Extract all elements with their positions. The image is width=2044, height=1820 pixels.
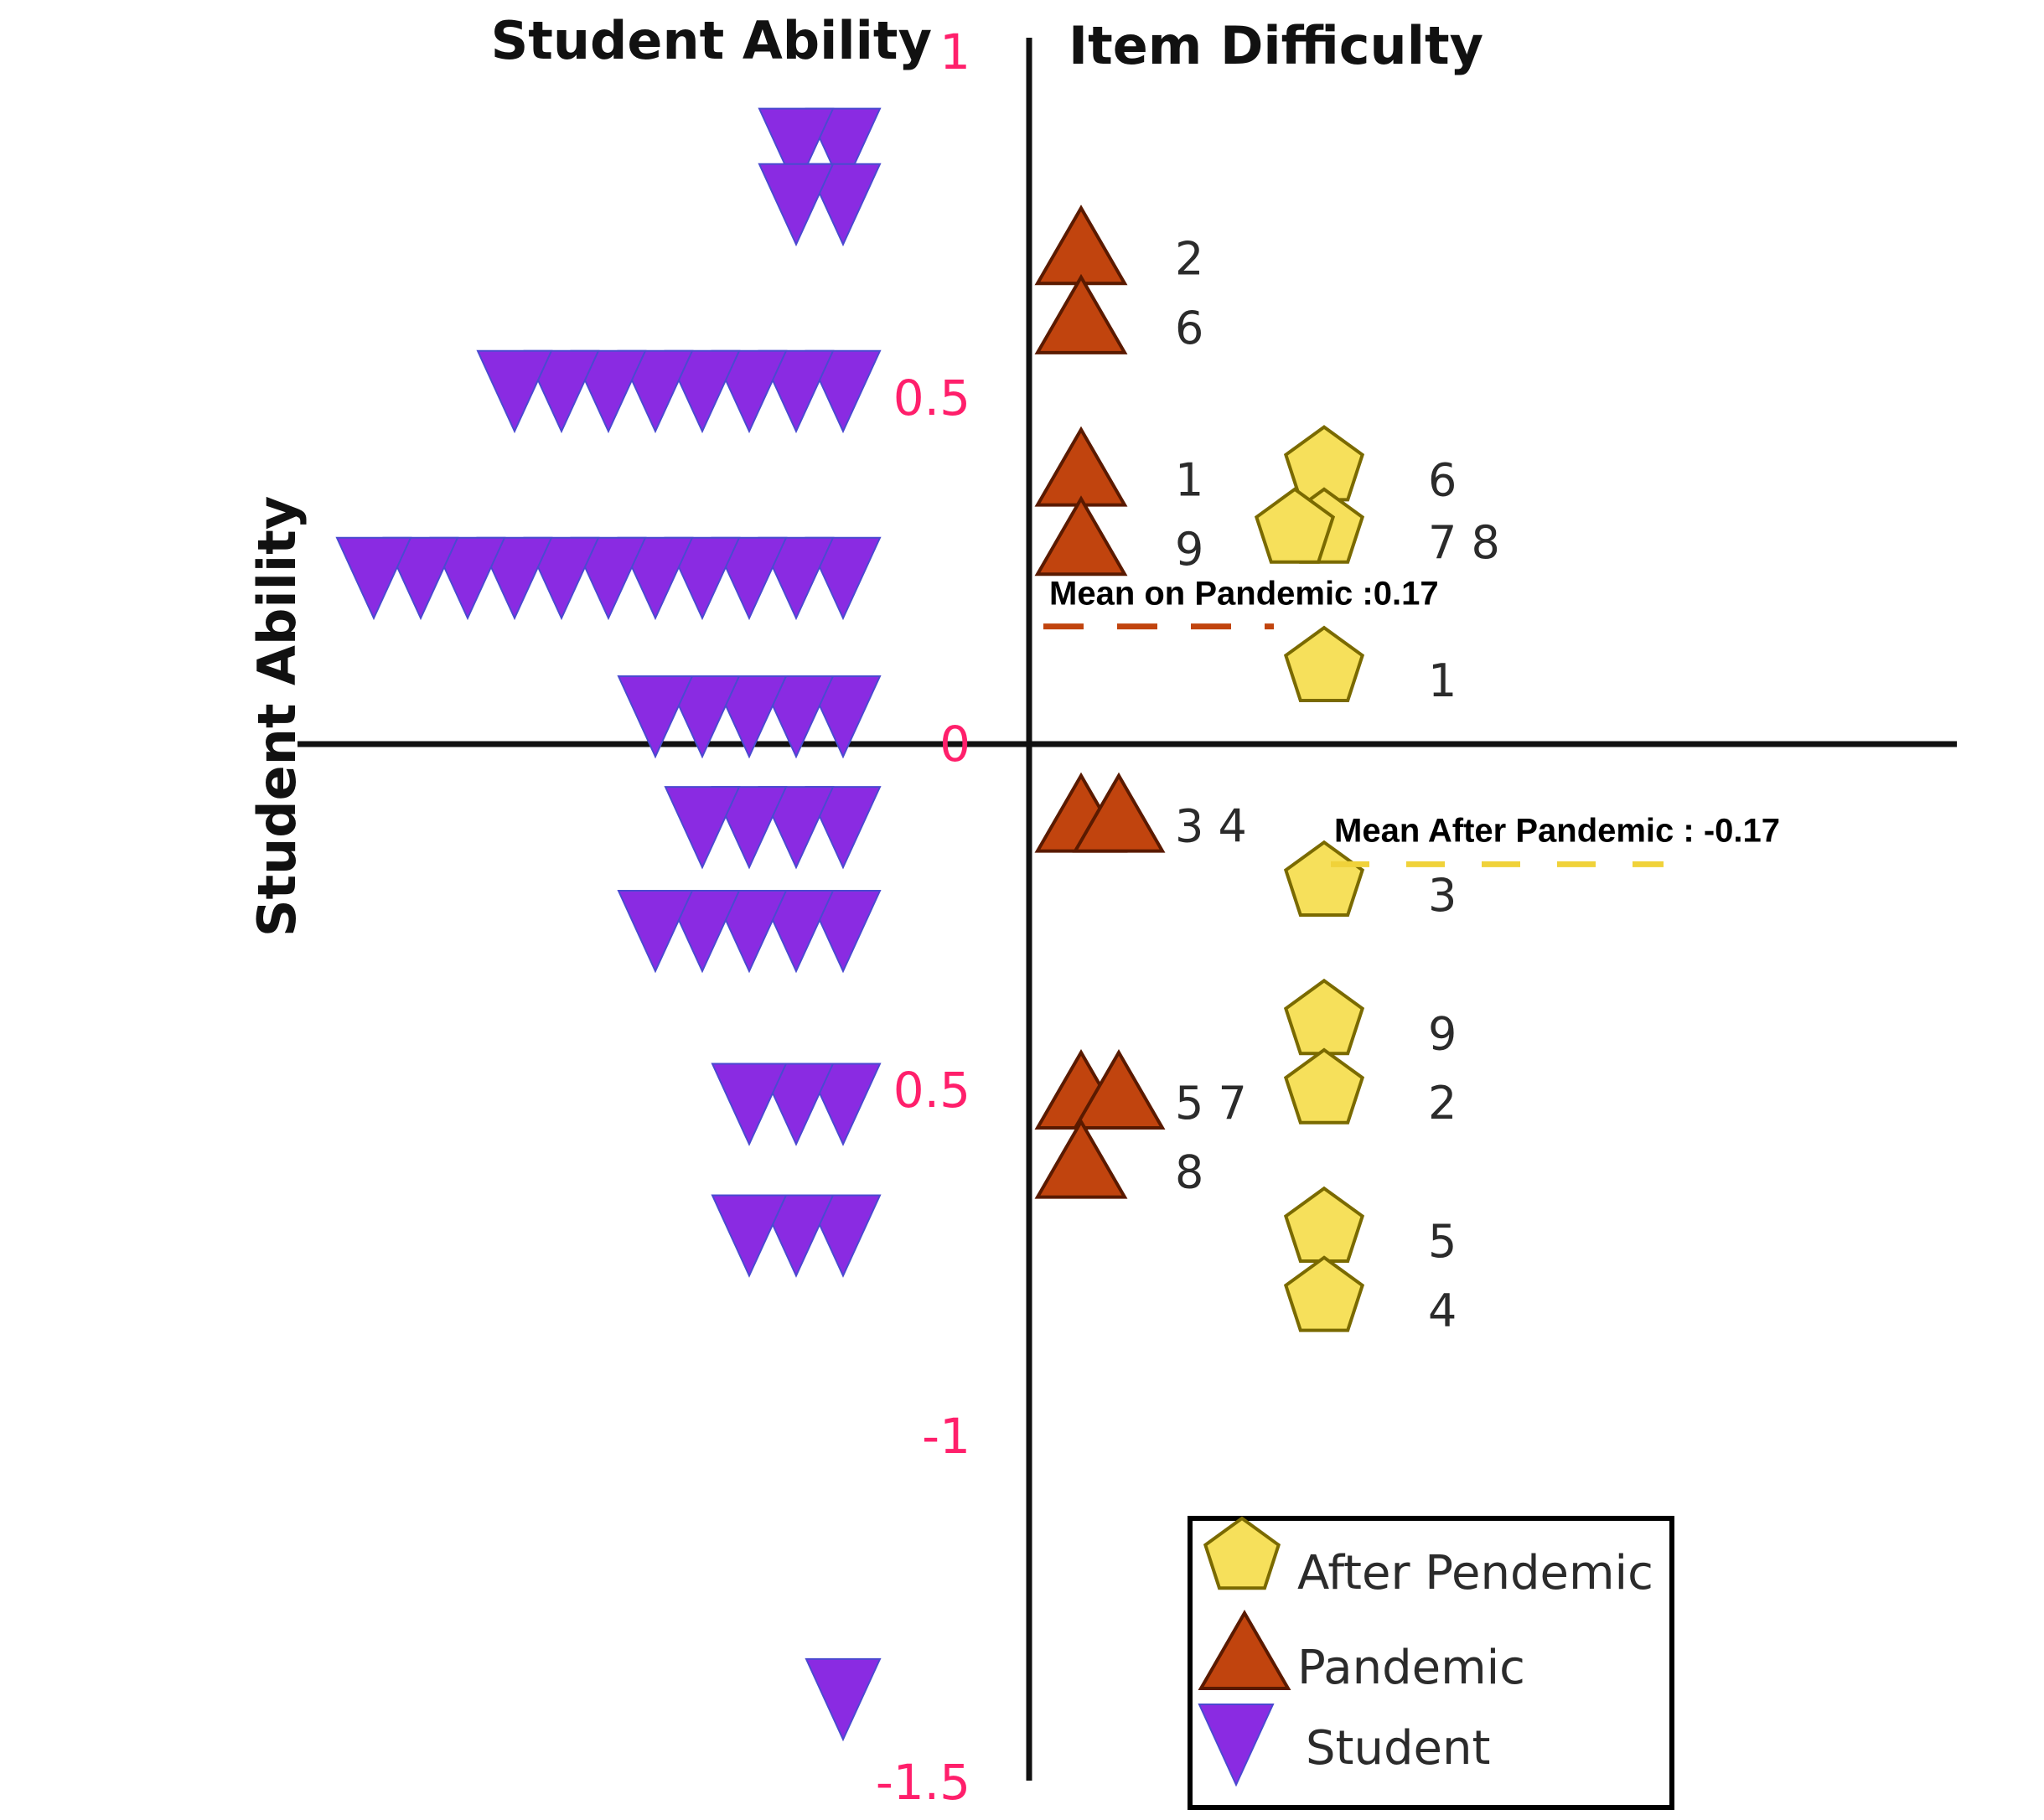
after-pandemic-item-label: 2 <box>1428 1077 1457 1130</box>
after-pandemic-marker <box>1283 1186 1365 1263</box>
pandemic-item-label: 6 <box>1175 302 1203 354</box>
mean-pandemic-label: Mean on Pandemic :0.17 <box>1049 576 1439 613</box>
after-pandemic-marker <box>1283 978 1365 1056</box>
after-pandemic-marker <box>1254 487 1336 564</box>
pandemic-marker <box>1034 426 1128 507</box>
student-marker <box>711 1194 788 1278</box>
pandemic-marker <box>1072 1049 1166 1130</box>
pandemic-marker <box>1034 1118 1128 1199</box>
y-tick-label: 0 <box>939 716 970 773</box>
mean-after-pandemic-label: Mean After Pandemic : -0.17 <box>1334 812 1780 849</box>
legend-student-icon <box>1198 1704 1275 1787</box>
legend-after-pandemic-label: After Pendemic <box>1297 1546 1653 1600</box>
pandemic-item-label: 5 7 <box>1175 1077 1247 1130</box>
after-pandemic-marker <box>1283 1047 1365 1125</box>
pandemic-item-label: 8 <box>1175 1146 1203 1199</box>
student-marker <box>758 163 835 247</box>
pandemic-item-label: 3 4 <box>1175 800 1247 853</box>
y-tick-label: -1 <box>922 1408 970 1465</box>
pandemic-marker <box>1034 273 1128 354</box>
legend-pandemic-icon <box>1198 1610 1291 1690</box>
after-pandemic-marker <box>1283 840 1365 917</box>
student-marker <box>476 349 553 434</box>
student-marker <box>617 675 694 759</box>
after-pandemic-item-label: 4 <box>1428 1285 1457 1337</box>
pandemic-item-label: 9 <box>1175 523 1203 576</box>
after-pandemic-item-label: 5 <box>1428 1215 1457 1268</box>
student-marker <box>617 890 694 974</box>
after-pandemic-marker <box>1283 1255 1365 1332</box>
after-pandemic-item-label: 7 8 <box>1428 516 1500 569</box>
right-header: Item Difficulty <box>1069 15 1483 76</box>
legend-student-label: Student <box>1306 1721 1490 1776</box>
after-pandemic-item-label: 3 <box>1428 869 1457 922</box>
student-marker <box>335 536 412 621</box>
after-pandemic-item-label: 6 <box>1428 454 1457 507</box>
y-tick-label: -1.5 <box>876 1754 970 1811</box>
legend-pandemic-label: Pandemic <box>1297 1641 1525 1695</box>
after-pandemic-item-label: 9 <box>1428 1007 1457 1060</box>
y-tick-label: 0.5 <box>893 370 970 427</box>
pandemic-marker <box>1034 495 1128 577</box>
after-pandemic-marker <box>1283 625 1365 702</box>
legend-after-pandemic-icon <box>1203 1516 1281 1590</box>
student-marker <box>805 1657 882 1742</box>
pandemic-item-label: 2 <box>1175 232 1203 285</box>
left-header: Student Ability <box>491 10 932 71</box>
pandemic-item-label: 1 <box>1175 454 1203 507</box>
y-axis-title: Student Ability <box>246 496 308 937</box>
pandemic-marker <box>1072 772 1166 853</box>
y-tick-label: 0.5 <box>893 1062 970 1119</box>
pandemic-marker <box>1034 204 1128 286</box>
student-marker <box>711 1063 788 1146</box>
student-marker <box>664 786 741 870</box>
y-tick-label: 1 <box>939 23 970 80</box>
after-pandemic-item-label: 1 <box>1428 654 1457 707</box>
student-marker <box>758 107 835 192</box>
